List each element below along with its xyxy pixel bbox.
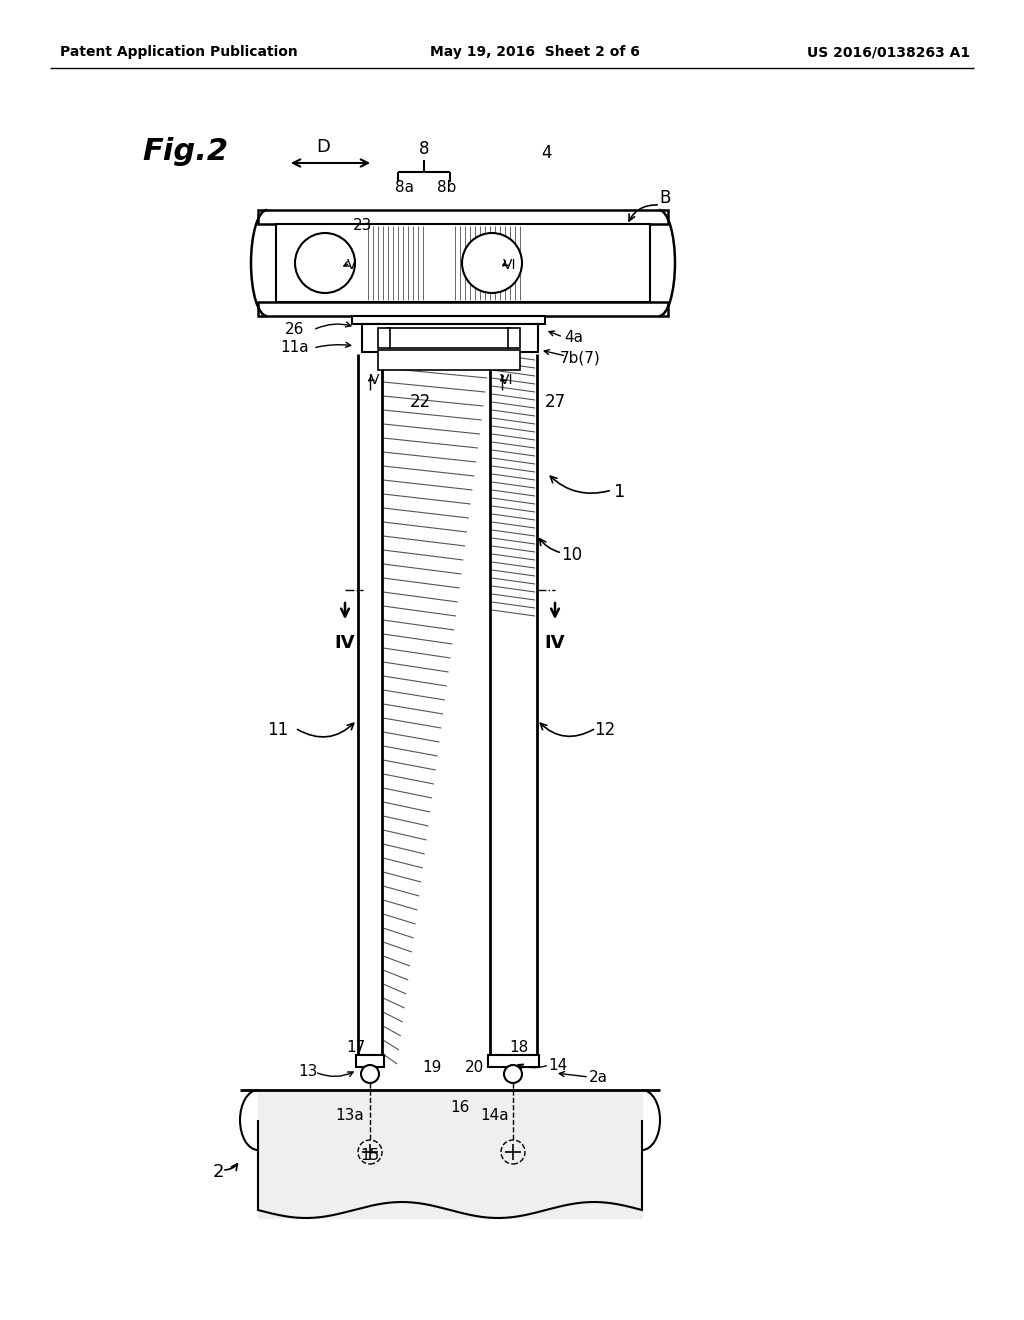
- Text: 8a: 8a: [394, 181, 414, 195]
- Text: US 2016/0138263 A1: US 2016/0138263 A1: [807, 45, 970, 59]
- Text: 26: 26: [286, 322, 305, 338]
- Polygon shape: [258, 1090, 642, 1218]
- Text: 16: 16: [451, 1101, 470, 1115]
- Text: 7b(7): 7b(7): [560, 351, 600, 366]
- Text: 4a: 4a: [564, 330, 584, 345]
- Polygon shape: [258, 302, 668, 315]
- Text: 19: 19: [422, 1060, 441, 1074]
- Polygon shape: [388, 327, 510, 348]
- Text: 14: 14: [549, 1057, 567, 1072]
- Text: 13a: 13a: [336, 1107, 365, 1122]
- Text: 8b: 8b: [437, 181, 457, 195]
- Circle shape: [295, 234, 355, 293]
- Polygon shape: [258, 210, 668, 224]
- Text: 22: 22: [410, 393, 431, 411]
- Text: IV: IV: [335, 634, 355, 652]
- Circle shape: [361, 1065, 379, 1082]
- Text: B: B: [659, 189, 671, 207]
- Polygon shape: [362, 323, 538, 352]
- Circle shape: [462, 234, 522, 293]
- Polygon shape: [356, 1055, 384, 1067]
- Text: Fig.2: Fig.2: [142, 137, 228, 166]
- Polygon shape: [508, 327, 520, 348]
- Text: 13: 13: [298, 1064, 317, 1080]
- Text: V: V: [371, 374, 380, 387]
- Text: Patent Application Publication: Patent Application Publication: [60, 45, 298, 59]
- Polygon shape: [488, 1055, 539, 1067]
- Text: 14a: 14a: [480, 1107, 509, 1122]
- Text: 18: 18: [509, 1040, 528, 1055]
- Polygon shape: [378, 350, 520, 370]
- Polygon shape: [352, 315, 545, 323]
- Text: 11: 11: [267, 721, 289, 739]
- Text: 2: 2: [212, 1163, 224, 1181]
- Text: 2a: 2a: [589, 1069, 607, 1085]
- Text: 12: 12: [594, 721, 615, 739]
- Text: 23: 23: [353, 219, 373, 234]
- Text: 20: 20: [465, 1060, 484, 1074]
- Circle shape: [504, 1065, 522, 1082]
- Text: 10: 10: [561, 546, 583, 564]
- Text: May 19, 2016  Sheet 2 of 6: May 19, 2016 Sheet 2 of 6: [430, 45, 640, 59]
- Text: 8: 8: [419, 140, 429, 158]
- Text: 27: 27: [545, 393, 565, 411]
- Text: D: D: [316, 139, 330, 156]
- Text: 11a: 11a: [281, 341, 309, 355]
- Text: VI: VI: [501, 374, 514, 387]
- Text: 15: 15: [360, 1147, 380, 1163]
- Polygon shape: [276, 224, 650, 302]
- Text: V: V: [347, 257, 356, 272]
- Text: 1: 1: [614, 483, 626, 502]
- Text: VI: VI: [503, 257, 517, 272]
- Text: 17: 17: [346, 1040, 366, 1055]
- Text: 4: 4: [541, 144, 551, 162]
- Polygon shape: [378, 327, 390, 348]
- Text: IV: IV: [545, 634, 565, 652]
